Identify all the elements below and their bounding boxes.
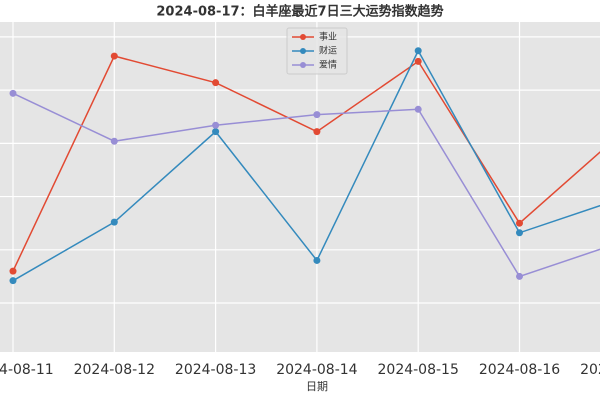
data-point [414,105,422,113]
chart-title: 2024-08-17：白羊座最近7日三大运势指数趋势 [156,4,443,20]
data-point [9,277,17,285]
legend-label: 爱情 [319,59,337,71]
data-point [313,128,321,136]
data-point [110,218,118,226]
data-point [414,57,422,65]
x-axis-label: 日期 [306,380,328,393]
data-point [9,267,17,275]
legend-marker [300,48,306,54]
x-tick-label: 2024-08-16 [479,362,560,378]
x-tick-label: 2024-08-12 [74,362,155,378]
data-point [212,128,220,136]
data-point [516,272,523,280]
x-tick-label: 2024-08-15 [378,362,459,378]
x-tick-label: 2024-08-11 [0,362,54,378]
data-point [516,219,523,227]
legend-label: 事业 [319,31,337,43]
data-point [313,111,321,119]
x-tick-label: 2024-08-13 [175,362,256,378]
plot-area [0,22,600,352]
legend-marker [300,34,306,40]
data-point [414,47,422,55]
data-point [516,229,523,237]
x-tick-label: 2024-08-14 [276,362,357,378]
data-point [212,121,220,129]
grid [0,22,600,352]
legend-marker [300,62,306,68]
data-point [9,89,17,97]
legend-label: 财运 [319,45,337,57]
data-point [212,79,220,87]
data-point [110,52,118,60]
x-tick-label: 2024-08-17 [580,362,600,378]
series-layer [9,47,600,285]
data-point [313,256,321,264]
data-point [110,137,118,145]
